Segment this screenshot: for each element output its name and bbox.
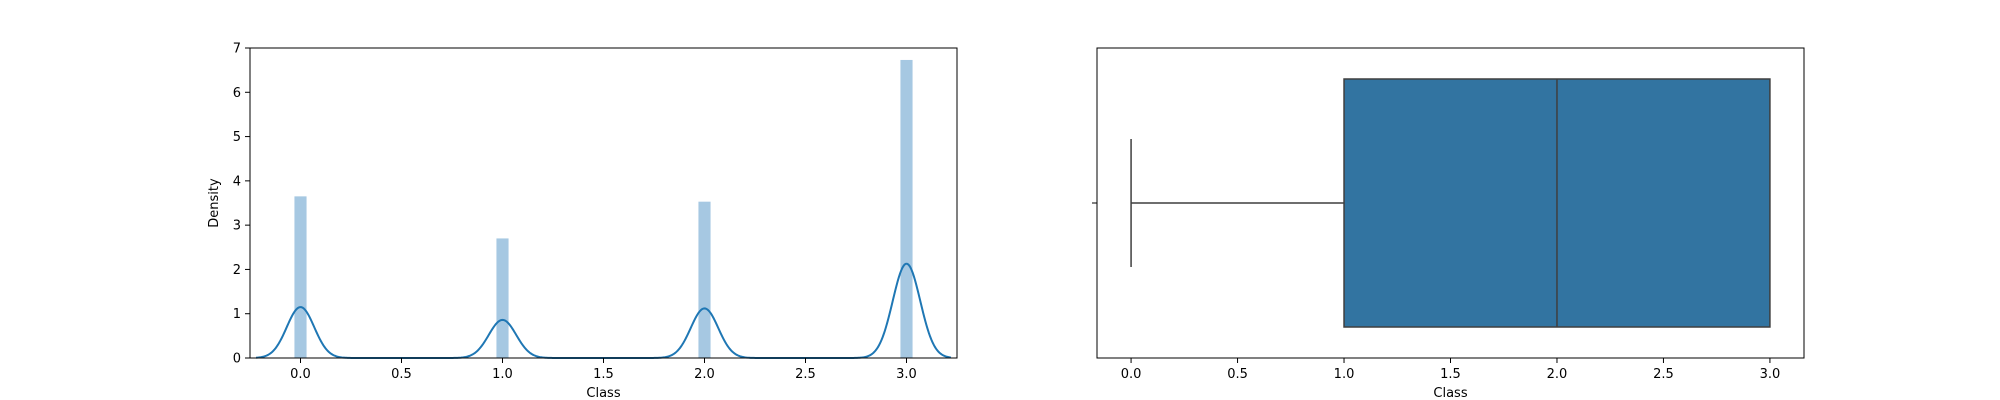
histogram-y-tick-label: 1 xyxy=(233,307,241,322)
histogram-x-tick-label: 0.5 xyxy=(391,367,412,382)
boxplot-x-tick-label: 1.5 xyxy=(1440,367,1461,382)
histogram-x-tick-label: 0.0 xyxy=(290,367,311,382)
histogram-y-tick-label: 7 xyxy=(233,42,241,57)
histogram-y-axis-label: Density xyxy=(207,178,222,228)
boxplot-x-tick-label: 2.0 xyxy=(1547,367,1568,382)
histogram-bar xyxy=(496,238,509,358)
histogram-x-axis-label: Class xyxy=(586,386,620,400)
histogram-y-tick-label: 4 xyxy=(233,174,241,189)
histogram-x-ticks: 0.0 0.5 1.0 1.5 2.0 2.5 3.0 xyxy=(290,358,917,382)
boxplot-x-axis-label: Class xyxy=(1433,386,1467,400)
histogram-x-tick-label: 2.0 xyxy=(694,367,715,382)
histogram-bar xyxy=(698,201,711,358)
histogram-x-tick-label: 1.0 xyxy=(492,367,513,382)
histogram-y-tick-label: 2 xyxy=(233,263,241,278)
histogram-bar xyxy=(294,196,307,358)
histogram-y-tick-label: 3 xyxy=(233,219,241,234)
histogram-y-tick-label: 6 xyxy=(233,86,241,101)
histogram-x-tick-label: 3.0 xyxy=(896,367,917,382)
histogram-x-tick-label: 1.5 xyxy=(593,367,614,382)
histogram-bar xyxy=(900,59,913,358)
boxplot-x-tick-label: 2.5 xyxy=(1653,367,1674,382)
histogram-bars xyxy=(294,59,913,358)
boxplot-x-tick-label: 3.0 xyxy=(1760,367,1781,382)
histogram-y-tick-label: 5 xyxy=(233,130,241,145)
boxplot-x-ticks: 0.0 0.5 1.0 1.5 2.0 2.5 3.0 xyxy=(1121,358,1781,382)
boxplot-panel: 0.0 0.5 1.0 1.5 2.0 2.5 3.0 Class xyxy=(1092,47,1805,400)
boxplot-x-tick-label: 1.0 xyxy=(1334,367,1355,382)
histogram-y-tick-label: 0 xyxy=(233,352,241,367)
boxplot-x-tick-label: 0.0 xyxy=(1121,367,1142,382)
boxplot-x-tick-label: 0.5 xyxy=(1227,367,1248,382)
histogram-panel: 0.0 0.5 1.0 1.5 2.0 2.5 3.0 0 1 2 3 4 5 6 7 Class Den… xyxy=(207,42,958,400)
histogram-y-ticks: 0 1 2 3 4 5 6 7 xyxy=(233,42,250,367)
histogram-x-tick-label: 2.5 xyxy=(795,367,816,382)
